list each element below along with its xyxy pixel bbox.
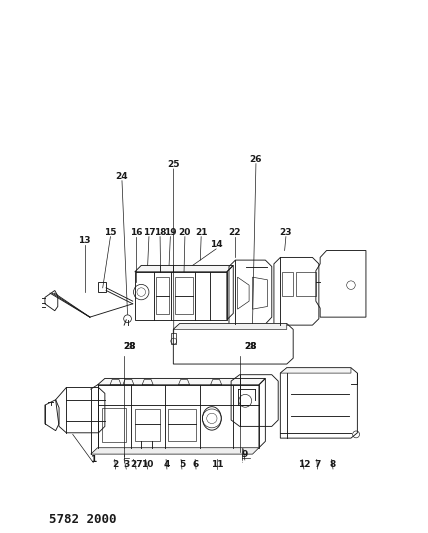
Text: 22: 22 bbox=[228, 228, 241, 237]
Text: 12: 12 bbox=[297, 460, 310, 469]
Text: 26: 26 bbox=[250, 155, 262, 164]
Polygon shape bbox=[280, 368, 351, 373]
Text: 24: 24 bbox=[116, 172, 128, 181]
Text: 27: 27 bbox=[130, 460, 143, 469]
Text: 11: 11 bbox=[211, 460, 224, 469]
Text: 28: 28 bbox=[123, 342, 136, 351]
Polygon shape bbox=[98, 378, 265, 385]
Text: 9: 9 bbox=[242, 450, 248, 459]
Text: 23: 23 bbox=[279, 228, 292, 237]
Text: 21: 21 bbox=[195, 228, 208, 237]
Polygon shape bbox=[173, 324, 287, 329]
Text: 28: 28 bbox=[123, 342, 136, 351]
Text: 10: 10 bbox=[142, 460, 154, 469]
Text: 25: 25 bbox=[167, 160, 180, 169]
Text: 16: 16 bbox=[130, 228, 143, 237]
Text: 28: 28 bbox=[244, 342, 257, 351]
Text: 15: 15 bbox=[104, 228, 117, 237]
Text: 7: 7 bbox=[315, 460, 321, 469]
Text: 4: 4 bbox=[164, 460, 170, 469]
Text: 13: 13 bbox=[78, 236, 91, 245]
Text: 17: 17 bbox=[143, 228, 155, 237]
Text: 14: 14 bbox=[210, 240, 223, 249]
Text: 5: 5 bbox=[179, 460, 185, 469]
Text: 1: 1 bbox=[90, 455, 96, 464]
Text: 20: 20 bbox=[179, 228, 191, 237]
Text: 28: 28 bbox=[244, 342, 257, 351]
Text: 8: 8 bbox=[330, 460, 336, 469]
Text: 6: 6 bbox=[193, 460, 199, 469]
Text: 2: 2 bbox=[113, 460, 119, 469]
Text: 3: 3 bbox=[123, 460, 129, 469]
Polygon shape bbox=[91, 448, 259, 454]
Text: 18: 18 bbox=[154, 228, 166, 237]
Text: 5782 2000: 5782 2000 bbox=[49, 513, 117, 526]
Text: 19: 19 bbox=[164, 228, 177, 237]
Polygon shape bbox=[135, 265, 233, 272]
